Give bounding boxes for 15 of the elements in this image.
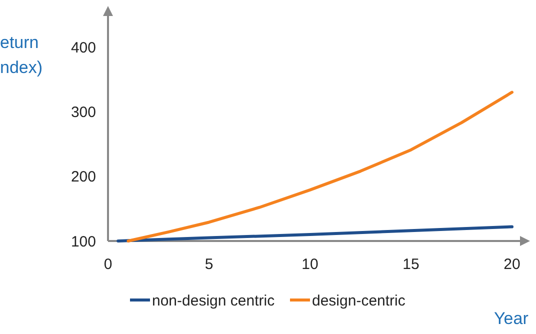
y-tick-label: 200 [70, 168, 96, 186]
y-tick-label: 400 [70, 39, 96, 56]
y-tick-label: 100 [70, 233, 96, 250]
x-tick-label: 5 [204, 256, 214, 273]
y-axis-title: eturn ndex) [0, 33, 43, 77]
legend-label: non-design centric [152, 292, 276, 310]
legend-label: design-centric [312, 292, 406, 310]
x-axis-title: Year [494, 309, 529, 328]
line-series [126, 90, 514, 242]
line-series [116, 225, 514, 242]
y-tick-label: 300 [70, 104, 96, 121]
x-tick-label: 15 [402, 256, 420, 273]
x-tick-label: 20 [504, 256, 520, 273]
x-tick-label: 0 [104, 256, 112, 273]
x-tick-label: 10 [302, 256, 318, 273]
